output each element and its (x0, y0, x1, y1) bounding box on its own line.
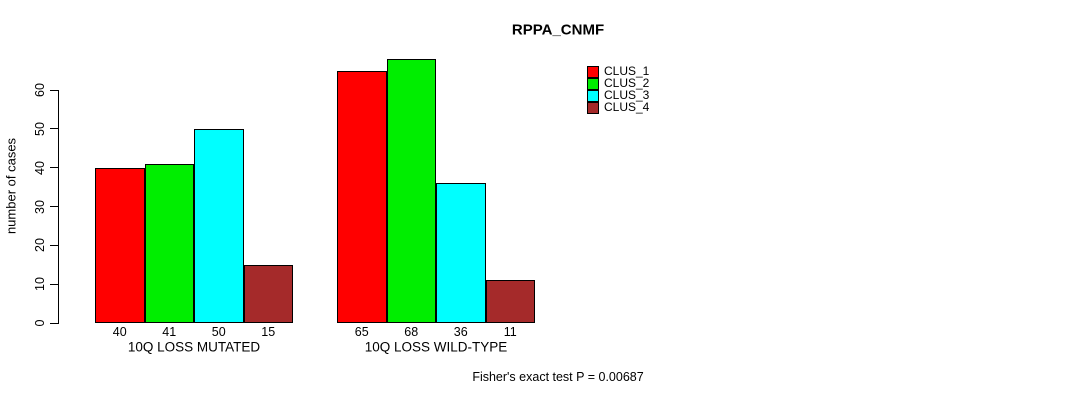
legend-row: CLUS_1 (587, 64, 650, 78)
bar-clus_2 (144, 163, 194, 323)
bar-value-label: 65 (354, 324, 369, 339)
y-tick-mark (50, 244, 58, 246)
y-tick-mark (50, 167, 58, 169)
bar-value-label: 11 (503, 324, 517, 339)
legend-swatch-clus_1 (587, 65, 599, 78)
bar-clus_2 (386, 58, 436, 323)
bar-value-label: 68 (404, 324, 419, 339)
bar-clus_3 (194, 128, 244, 323)
group-label: 10Q LOSS WILD-TYPE (364, 339, 508, 355)
y-axis-label: number of cases (3, 137, 19, 235)
group-label: 10Q LOSS MUTATED (127, 339, 261, 355)
y-tick-label: 0 (33, 319, 47, 327)
legend-row: CLUS_4 (587, 100, 650, 114)
legend: CLUS_1 CLUS_2 CLUS_3 CLUS_4 (587, 64, 650, 114)
bar-clus_1 (95, 167, 145, 323)
bar-value-label: 15 (261, 324, 276, 339)
y-tick-mark (50, 206, 58, 207)
legend-swatch-clus_2 (587, 77, 599, 90)
y-tick-label: 40 (33, 160, 47, 175)
y-tick-mark (50, 128, 58, 130)
bar-clus_1 (337, 70, 387, 323)
y-tick-mark (50, 89, 58, 91)
y-tick-mark (50, 283, 58, 285)
bar-clus_4 (243, 264, 293, 323)
y-tick-label: 10 (33, 277, 47, 292)
legend-row: CLUS_2 (587, 76, 650, 90)
y-tick-label: 60 (33, 83, 47, 97)
fisher-test-note: Fisher's exact test P = 0.00687 (472, 370, 644, 384)
bar-clus_3 (436, 183, 486, 323)
chart-title: RPPA_CNMF (511, 21, 605, 39)
y-tick-mark (50, 322, 58, 324)
legend-label: CLUS_4 (604, 100, 650, 114)
legend-row: CLUS_3 (587, 88, 650, 102)
y-tick-label: 50 (33, 121, 47, 136)
bar-value-label: 41 (162, 324, 177, 339)
y-tick-label: 30 (33, 199, 47, 214)
legend-swatch-clus_3 (587, 89, 599, 102)
legend-swatch-clus_4 (587, 101, 599, 114)
bar-value-label: 36 (453, 324, 468, 339)
bar-clus_4 (485, 280, 535, 323)
bar-value-label: 50 (211, 324, 226, 339)
y-axis-line (58, 90, 59, 324)
legend-label: CLUS_2 (604, 76, 650, 90)
legend-label: CLUS_3 (604, 88, 650, 102)
bar-value-label: 40 (112, 324, 127, 339)
y-tick-label: 20 (33, 238, 47, 253)
legend-label: CLUS_1 (604, 64, 650, 78)
